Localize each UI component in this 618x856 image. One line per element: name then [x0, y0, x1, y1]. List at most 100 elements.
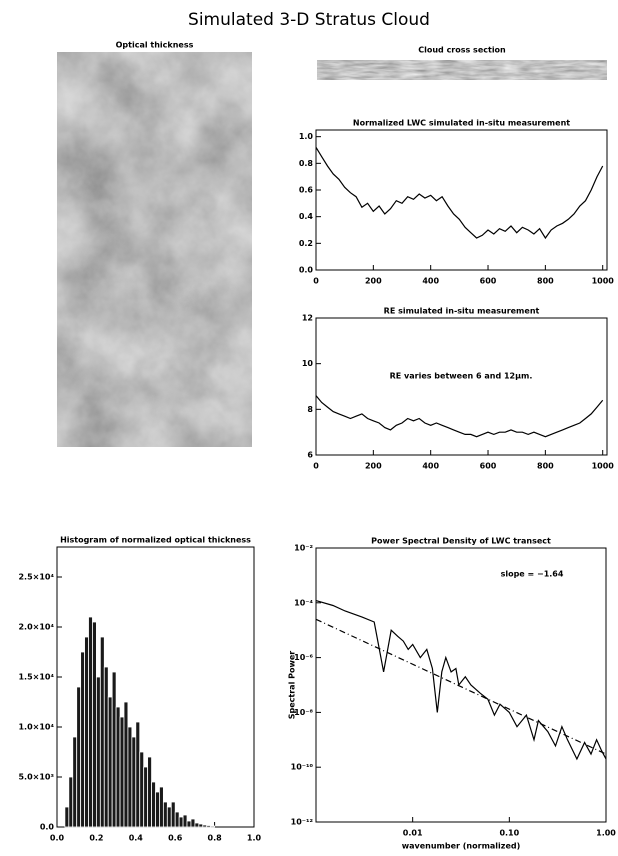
- x-tick-label: 0.4: [129, 834, 144, 843]
- data-line: [315, 395, 604, 438]
- panel-title: Histogram of normalized optical thicknes…: [60, 536, 251, 545]
- y-tick-label: 0.0: [40, 823, 55, 832]
- y-tick-label: 2.0×10⁴: [18, 623, 54, 632]
- bar: [170, 801, 176, 828]
- bar: [155, 791, 160, 828]
- bar: [64, 806, 70, 828]
- x-tick-label: 1000: [592, 277, 615, 286]
- x-tick-label: 800: [537, 277, 554, 286]
- panel-title: Normalized LWC simulated in-situ measure…: [353, 119, 570, 128]
- x-tick-label: 0.2: [89, 834, 103, 843]
- bar: [88, 616, 93, 828]
- bar: [178, 816, 184, 828]
- x-tick-label: 0.10: [499, 829, 519, 838]
- image: [316, 59, 608, 81]
- bar: [182, 814, 188, 828]
- bar: [111, 671, 117, 828]
- panel-title: RE simulated in-situ measurement: [384, 307, 540, 316]
- bar: [115, 706, 121, 828]
- y-tick-label: 0.8: [299, 159, 314, 168]
- x-tick-label: 400: [422, 277, 439, 286]
- bar: [186, 820, 192, 828]
- x-tick-label: 1.0: [247, 834, 262, 843]
- figure-title: Simulated 3-D Stratus Cloud: [188, 10, 430, 30]
- y-tick-label: 10⁻⁶: [294, 653, 313, 662]
- bar: [194, 822, 200, 828]
- bar: [99, 636, 105, 828]
- bar: [190, 818, 196, 828]
- y-tick-label: 5.0×10³: [18, 773, 54, 782]
- bar: [119, 716, 125, 828]
- x-tick-label: 400: [422, 462, 439, 471]
- x-tick-label: 0.01: [403, 829, 423, 838]
- x-tick-label: 1.00: [596, 829, 616, 838]
- data-line: [315, 618, 607, 755]
- bar: [139, 751, 145, 828]
- image: [56, 51, 253, 448]
- x-tick-label: 600: [480, 462, 497, 471]
- bar: [166, 806, 172, 828]
- bar: [107, 696, 113, 828]
- y-tick-label: 0.2: [299, 239, 313, 248]
- bar: [92, 621, 97, 828]
- annotation: slope = −1.64: [501, 570, 564, 579]
- bar: [143, 766, 149, 828]
- bar: [210, 825, 216, 828]
- x-tick-label: 1000: [592, 462, 615, 471]
- y-tick-label: 10⁻¹²: [291, 818, 314, 827]
- y-tick-label: 1.0: [299, 132, 314, 141]
- x-tick-label: 800: [537, 462, 554, 471]
- y-tick-label: 2.5×10⁴: [18, 573, 54, 582]
- x-tick-label: 600: [480, 277, 497, 286]
- annotation: RE varies between 6 and 12μm.: [390, 372, 533, 381]
- y-tick-label: 10⁻²: [294, 544, 313, 553]
- y-tick-label: 0.0: [299, 266, 314, 275]
- plot-frame: [315, 317, 608, 456]
- bar: [84, 636, 89, 828]
- x-tick-label: 0: [313, 277, 319, 286]
- bar: [198, 823, 204, 828]
- panel-title: Power Spectral Density of LWC transect: [371, 537, 551, 546]
- panel-title: Optical thickness: [116, 41, 194, 50]
- y-tick-label: 1.0×10⁴: [18, 723, 54, 732]
- y-tick-label: 8: [307, 405, 313, 414]
- y-tick-label: 10: [302, 359, 314, 368]
- bar: [123, 701, 129, 828]
- bar: [96, 676, 101, 828]
- y-tick-label: 10⁻⁴: [294, 598, 313, 607]
- x-tick-label: 0.0: [50, 834, 65, 843]
- x-axis-label: wavenumber (normalized): [402, 842, 521, 851]
- y-tick-label: 6: [307, 451, 313, 460]
- plot-frame: [315, 547, 607, 823]
- y-tick-label: 0.6: [299, 186, 314, 195]
- y-axis-label: Spectral Power: [288, 651, 297, 720]
- bar: [147, 756, 152, 828]
- x-tick-label: 0.8: [208, 834, 223, 843]
- plot-frame: [315, 129, 608, 271]
- x-tick-label: 0.6: [168, 834, 183, 843]
- bar: [76, 686, 82, 828]
- bar: [68, 776, 74, 828]
- bar: [202, 824, 208, 828]
- bar: [127, 726, 133, 828]
- bar: [103, 666, 109, 828]
- bar: [159, 786, 164, 828]
- y-tick-label: 10⁻⁸: [294, 708, 313, 717]
- panel-title: Cloud cross section: [418, 46, 506, 55]
- bar: [162, 801, 168, 828]
- x-tick-label: 0: [313, 462, 319, 471]
- bar: [135, 721, 141, 828]
- bar: [72, 736, 78, 828]
- x-tick-label: 200: [365, 277, 382, 286]
- y-tick-label: 10⁻¹⁰: [291, 763, 314, 772]
- y-tick-label: 12: [302, 314, 313, 323]
- x-tick-label: 200: [365, 462, 382, 471]
- y-tick-label: 0.4: [299, 212, 314, 221]
- bar: [206, 825, 212, 828]
- data-line: [315, 600, 607, 761]
- bar: [80, 651, 85, 828]
- y-tick-label: 1.5×10⁴: [18, 673, 54, 682]
- bar: [151, 781, 156, 828]
- bar: [174, 811, 180, 828]
